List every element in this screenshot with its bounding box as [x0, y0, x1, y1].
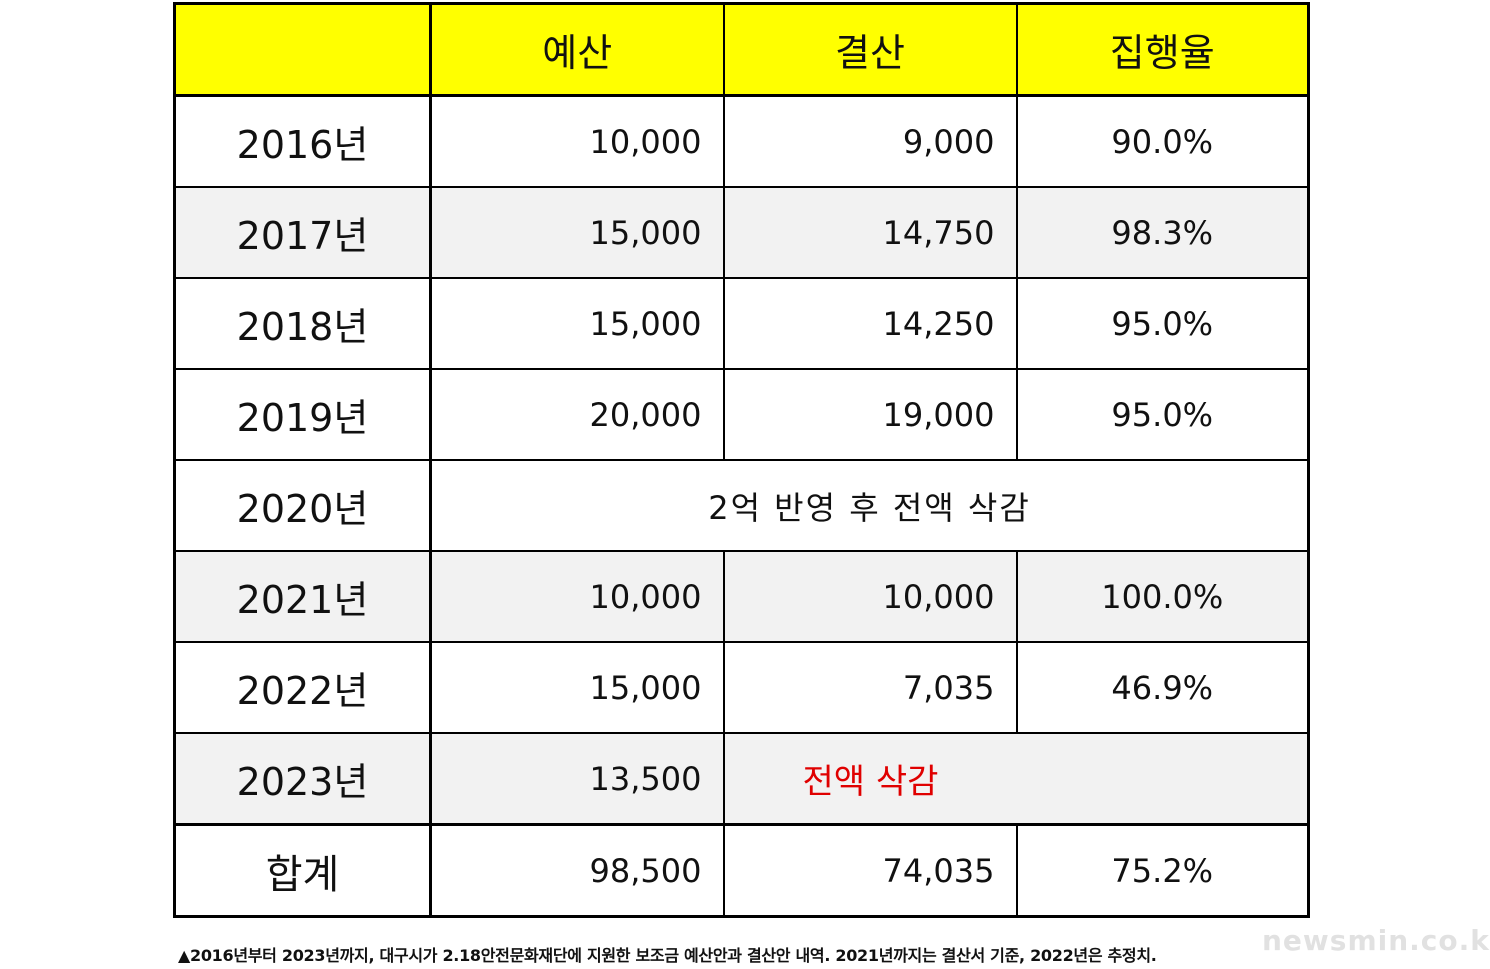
- row-settlement: 19,000: [722, 368, 1018, 461]
- header-year-cell: [173, 2, 432, 97]
- row-budget: 20,000: [429, 368, 725, 461]
- table-header-row: 예산 결산 집행율: [173, 2, 1310, 97]
- row-settlement: 14,250: [722, 277, 1018, 370]
- row-year: 2020년: [173, 459, 432, 552]
- row-year: 2023년: [173, 732, 432, 826]
- row-budget: 10,000: [429, 550, 725, 643]
- photo-caption: ▲2016년부터 2023년까지, 대구시가 2.18안전문화재단에 지원한 보…: [178, 946, 1157, 965]
- header-execution-rate: 집행율: [1015, 2, 1310, 97]
- row-settlement: 9,000: [722, 94, 1018, 188]
- row-rate: 90.0%: [1015, 94, 1310, 188]
- table-row: 2017년 15,000 14,750 98.3%: [173, 186, 1310, 279]
- total-row: 합계 98,500 74,035 75.2%: [173, 823, 1310, 918]
- row-settlement: 7,035: [722, 641, 1018, 734]
- merged-cut-note: 2억 반영 후 전액 삭감: [429, 459, 1310, 552]
- table-row: 2021년 10,000 10,000 100.0%: [173, 550, 1310, 643]
- budget-settlement-table: 예산 결산 집행율 2016년 10,000 9,000 90.0% 2017년…: [173, 2, 1310, 918]
- row-rate: 95.0%: [1015, 277, 1310, 370]
- table-row: 2022년 15,000 7,035 46.9%: [173, 641, 1310, 734]
- total-label: 합계: [173, 823, 432, 918]
- table-row: 2016년 10,000 9,000 90.0%: [173, 94, 1310, 188]
- row-year: 2019년: [173, 368, 432, 461]
- row-settlement: 10,000: [722, 550, 1018, 643]
- row-budget: 15,000: [429, 186, 725, 279]
- row-budget: 15,000: [429, 277, 725, 370]
- row-rate: 100.0%: [1015, 550, 1310, 643]
- total-settlement: 74,035: [722, 823, 1018, 918]
- row-settlement: 14,750: [722, 186, 1018, 279]
- total-budget: 98,500: [429, 823, 725, 918]
- table-row: 2023년 13,500 전액 삭감: [173, 732, 1310, 826]
- row-rate: [1016, 732, 1310, 826]
- table-row: 2020년 2억 반영 후 전액 삭감: [173, 459, 1310, 552]
- table-row: 2019년 20,000 19,000 95.0%: [173, 368, 1310, 461]
- row-year: 2017년: [173, 186, 432, 279]
- total-rate: 75.2%: [1015, 823, 1310, 918]
- table-row: 2018년 15,000 14,250 95.0%: [173, 277, 1310, 370]
- header-budget: 예산: [429, 2, 725, 97]
- row-rate: 95.0%: [1015, 368, 1310, 461]
- row-year: 2022년: [173, 641, 432, 734]
- watermark: newsmin.co.kr: [1262, 924, 1490, 957]
- row-year: 2016년: [173, 94, 432, 188]
- settlement-cut-note: 전액 삭감: [722, 732, 1017, 826]
- row-rate: 46.9%: [1015, 641, 1310, 734]
- row-year: 2018년: [173, 277, 432, 370]
- row-budget: 10,000: [429, 94, 725, 188]
- row-budget: 13,500: [429, 732, 725, 826]
- row-rate: 98.3%: [1015, 186, 1310, 279]
- row-year: 2021년: [173, 550, 432, 643]
- header-settlement: 결산: [722, 2, 1018, 97]
- row-budget: 15,000: [429, 641, 725, 734]
